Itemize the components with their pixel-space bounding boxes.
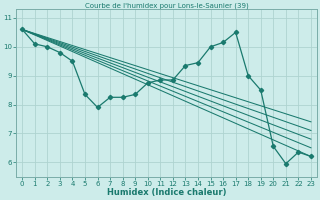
Title: Courbe de l'humidex pour Lons-le-Saunier (39): Courbe de l'humidex pour Lons-le-Saunier… — [85, 3, 248, 9]
X-axis label: Humidex (Indice chaleur): Humidex (Indice chaleur) — [107, 188, 226, 197]
